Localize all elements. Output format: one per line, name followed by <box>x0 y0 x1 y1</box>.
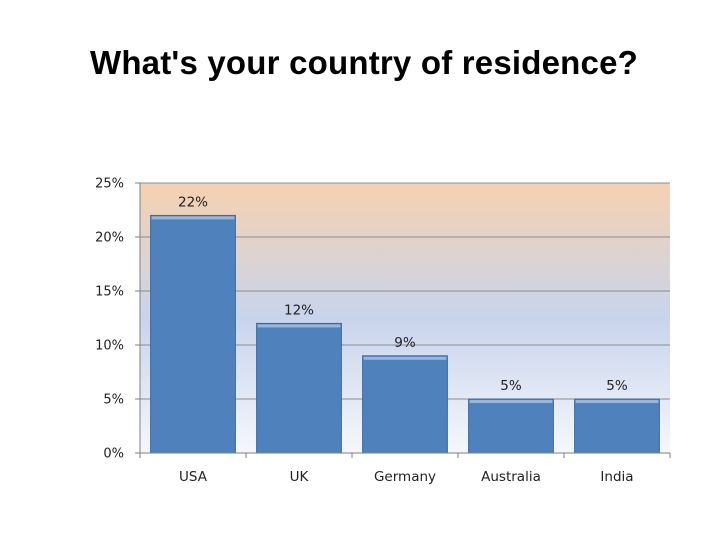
x-category-label: USA <box>179 469 208 485</box>
y-tick-label: 5% <box>103 393 124 408</box>
data-label: 5% <box>606 378 628 394</box>
y-tick-label: 15% <box>95 285 124 300</box>
bar-highlight <box>575 400 659 403</box>
x-category-label: Australia <box>481 469 541 485</box>
bar-uk <box>256 322 342 454</box>
bar-highlight <box>257 324 341 328</box>
x-category-label: India <box>600 469 633 485</box>
data-label: 5% <box>500 378 522 394</box>
bar-highlight <box>469 400 553 403</box>
y-tick-label: 20% <box>95 231 124 246</box>
chart-title: What's your country of residence? <box>89 44 639 81</box>
data-label: 9% <box>394 335 416 351</box>
x-category-label: Germany <box>374 469 436 485</box>
data-label: 12% <box>284 302 314 318</box>
bar-highlight <box>151 216 235 220</box>
bar-australia <box>468 398 554 454</box>
bar-highlight <box>363 356 447 360</box>
bar-usa <box>150 214 236 454</box>
y-tick-label: 0% <box>103 447 124 462</box>
y-tick-label: 10% <box>95 339 124 354</box>
x-category-label: UK <box>290 469 310 485</box>
bar-india <box>574 398 660 454</box>
y-tick-label: 25% <box>95 177 124 192</box>
bar-germany <box>362 355 448 454</box>
data-label: 22% <box>178 194 208 210</box>
